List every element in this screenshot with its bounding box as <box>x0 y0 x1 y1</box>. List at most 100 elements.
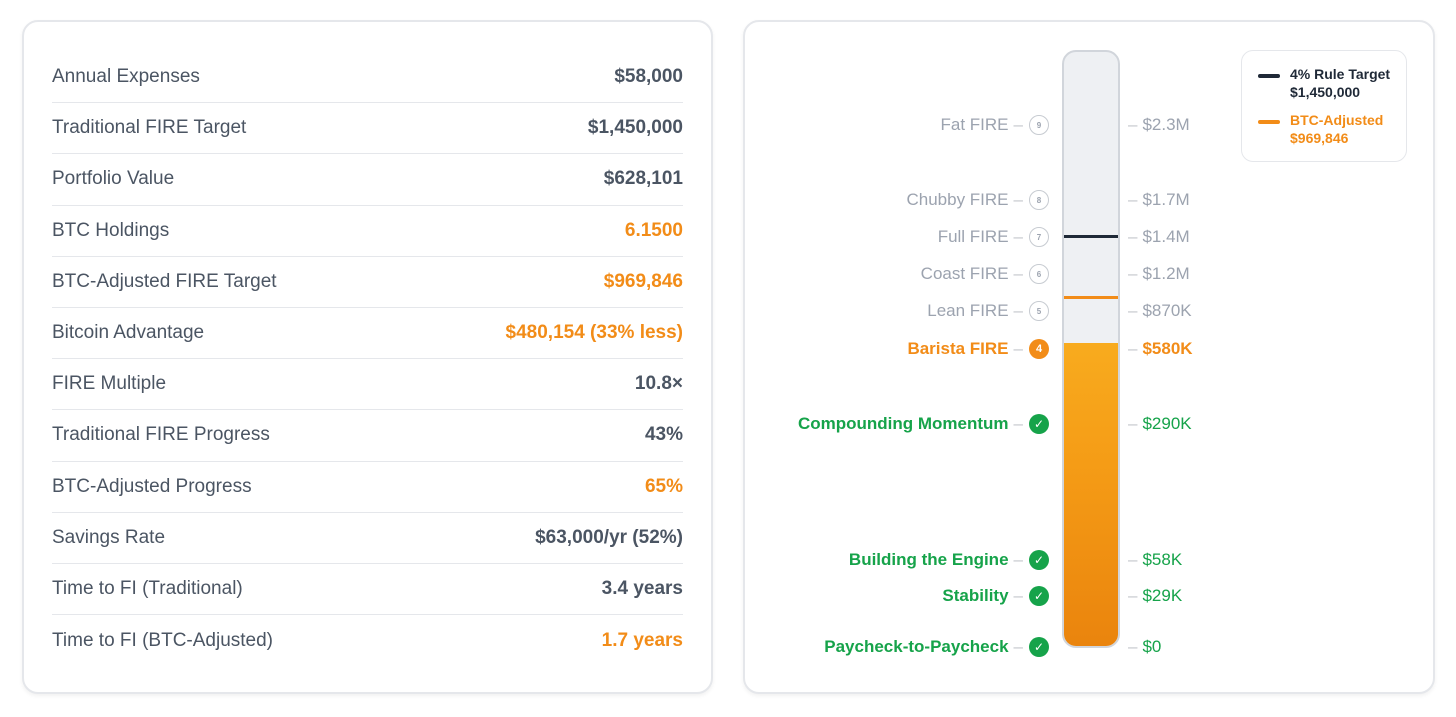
level-dash: – <box>1128 586 1138 605</box>
level-amount: – $2.3M <box>1128 115 1190 135</box>
level-label: Barista FIRE – <box>907 339 1023 359</box>
level-name: Paycheck-to-Paycheck <box>824 637 1009 656</box>
level-label: Full FIRE – <box>938 227 1023 247</box>
level-name: Lean FIRE <box>927 301 1009 320</box>
legend-swatch-btc <box>1258 120 1280 124</box>
fire-ladder-card: Fat FIRE –9– $2.3M Chubby FIRE –8– $1.7M Full … <box>743 20 1435 694</box>
legend-title-btc: BTC-Adjusted <box>1290 112 1384 128</box>
level-amount-text: $58K <box>1142 550 1183 569</box>
legend: 4% Rule Target $1,450,000 BTC-Adjusted $… <box>1241 50 1407 162</box>
level-amount-text: $1.4M <box>1142 227 1190 246</box>
level-dash: – <box>1013 339 1023 358</box>
stat-label: Traditional FIRE Target <box>52 117 247 139</box>
level-number-badge: 6 <box>1029 264 1049 284</box>
stat-value: 1.7 years <box>601 629 683 651</box>
level-dash: – <box>1128 414 1138 433</box>
level-amount: – $870K <box>1128 301 1192 321</box>
level-amount-text: $580K <box>1142 339 1193 358</box>
level-amount: – $1.4M <box>1128 227 1190 247</box>
stat-value: 10.8× <box>634 373 683 395</box>
stat-value: $58,000 <box>614 66 683 88</box>
level-number-badge: 5 <box>1029 301 1049 321</box>
level-dash: – <box>1128 301 1138 320</box>
level-label: Fat FIRE – <box>941 115 1023 135</box>
check-icon: ✓ <box>1029 550 1049 570</box>
stat-label: Savings Rate <box>52 526 166 548</box>
legend-title-traditional: 4% Rule Target <box>1290 66 1391 82</box>
level-amount: – $1.7M <box>1128 190 1190 210</box>
level-dash: – <box>1128 227 1138 246</box>
stat-row: Time to FI (Traditional) 3.4 years <box>52 564 683 616</box>
stat-row: BTC-Adjusted Progress 65% <box>52 462 683 513</box>
stat-row: Traditional FIRE Target $1,450,000 <box>52 103 683 155</box>
level-dash: – <box>1128 264 1138 283</box>
stat-label: Traditional FIRE Progress <box>52 424 270 446</box>
check-icon: ✓ <box>1029 586 1049 606</box>
level-amount-text: $0 <box>1142 637 1162 656</box>
level-amount: – $58K <box>1128 550 1182 570</box>
level-name: Coast FIRE <box>920 264 1009 283</box>
stat-label: Annual Expenses <box>52 66 200 88</box>
level-dash: – <box>1013 550 1023 569</box>
level-amount-text: $870K <box>1142 301 1192 320</box>
level-name: Barista FIRE <box>907 339 1009 358</box>
stat-row: Savings Rate $63,000/yr (52%) <box>52 513 683 564</box>
level-dash: – <box>1013 414 1023 433</box>
legend-value-traditional: $1,450,000 <box>1290 84 1361 100</box>
stat-row: Portfolio Value $628,101 <box>52 154 683 206</box>
level-amount-text: $1.7M <box>1142 190 1190 209</box>
level-name: Stability <box>942 586 1009 605</box>
stat-label: FIRE Multiple <box>52 373 167 395</box>
stat-row: BTC Holdings 6.1500 <box>52 206 683 257</box>
legend-swatch-traditional <box>1258 74 1280 78</box>
level-label: Stability – <box>942 586 1023 606</box>
level-amount: – $0 <box>1128 637 1161 657</box>
stat-label: BTC-Adjusted FIRE Target <box>52 270 277 292</box>
level-label: Coast FIRE – <box>921 264 1023 284</box>
level-label: Paycheck-to-Paycheck – <box>824 637 1023 657</box>
stat-value: $628,101 <box>603 168 683 190</box>
level-label: Building the Engine – <box>849 550 1023 570</box>
legend-item-btc: BTC-Adjusted $969,846 <box>1258 111 1383 147</box>
level-name: Chubby FIRE <box>906 190 1009 209</box>
level-dash: – <box>1013 227 1023 246</box>
level-number-badge: 7 <box>1029 227 1049 247</box>
stat-value: $969,846 <box>603 270 683 292</box>
traditional-target-marker <box>1064 235 1118 238</box>
progress-fill <box>1064 343 1118 646</box>
legend-value-btc: $969,846 <box>1290 130 1349 146</box>
level-label: Compounding Momentum – <box>798 414 1023 434</box>
stats-list: Annual Expenses $58,000 Traditional FIRE T… <box>52 52 683 666</box>
level-name: Full FIRE <box>937 227 1009 246</box>
stat-value: $1,450,000 <box>587 117 683 139</box>
level-amount: – $580K <box>1128 339 1193 359</box>
level-dash: – <box>1128 339 1138 358</box>
level-dash: – <box>1013 301 1023 320</box>
level-amount-text: $290K <box>1142 414 1192 433</box>
level-dash: – <box>1128 190 1138 209</box>
level-amount-text: $1.2M <box>1142 264 1190 283</box>
level-number-badge: 8 <box>1029 190 1049 210</box>
stat-row: Bitcoin Advantage $480,154 (33% less) <box>52 308 683 360</box>
check-icon: ✓ <box>1029 637 1049 657</box>
fire-stats-card: Annual Expenses $58,000 Traditional FIRE T… <box>22 20 713 694</box>
stat-row: Time to FI (BTC-Adjusted) 1.7 years <box>52 615 683 666</box>
stat-label: Time to FI (BTC-Adjusted) <box>52 629 274 651</box>
stat-label: Bitcoin Advantage <box>52 322 205 344</box>
level-dash: – <box>1013 190 1023 209</box>
stat-value: $480,154 (33% less) <box>505 322 683 344</box>
stat-row: FIRE Multiple 10.8× <box>52 359 683 411</box>
level-amount: – $1.2M <box>1128 264 1190 284</box>
stat-row: BTC-Adjusted FIRE Target $969,846 <box>52 257 683 308</box>
btc-target-marker <box>1064 296 1118 299</box>
stat-value: $63,000/yr (52%) <box>535 526 683 548</box>
stat-label: BTC Holdings <box>52 219 170 241</box>
level-dash: – <box>1013 264 1023 283</box>
progress-tube <box>1062 50 1120 648</box>
level-dash: – <box>1128 115 1138 134</box>
level-label: Chubby FIRE – <box>906 190 1023 210</box>
level-name: Building the Engine <box>848 550 1009 569</box>
stat-value: 6.1500 <box>624 219 683 241</box>
level-label: Lean FIRE – <box>927 301 1023 321</box>
level-dash: – <box>1013 115 1023 134</box>
